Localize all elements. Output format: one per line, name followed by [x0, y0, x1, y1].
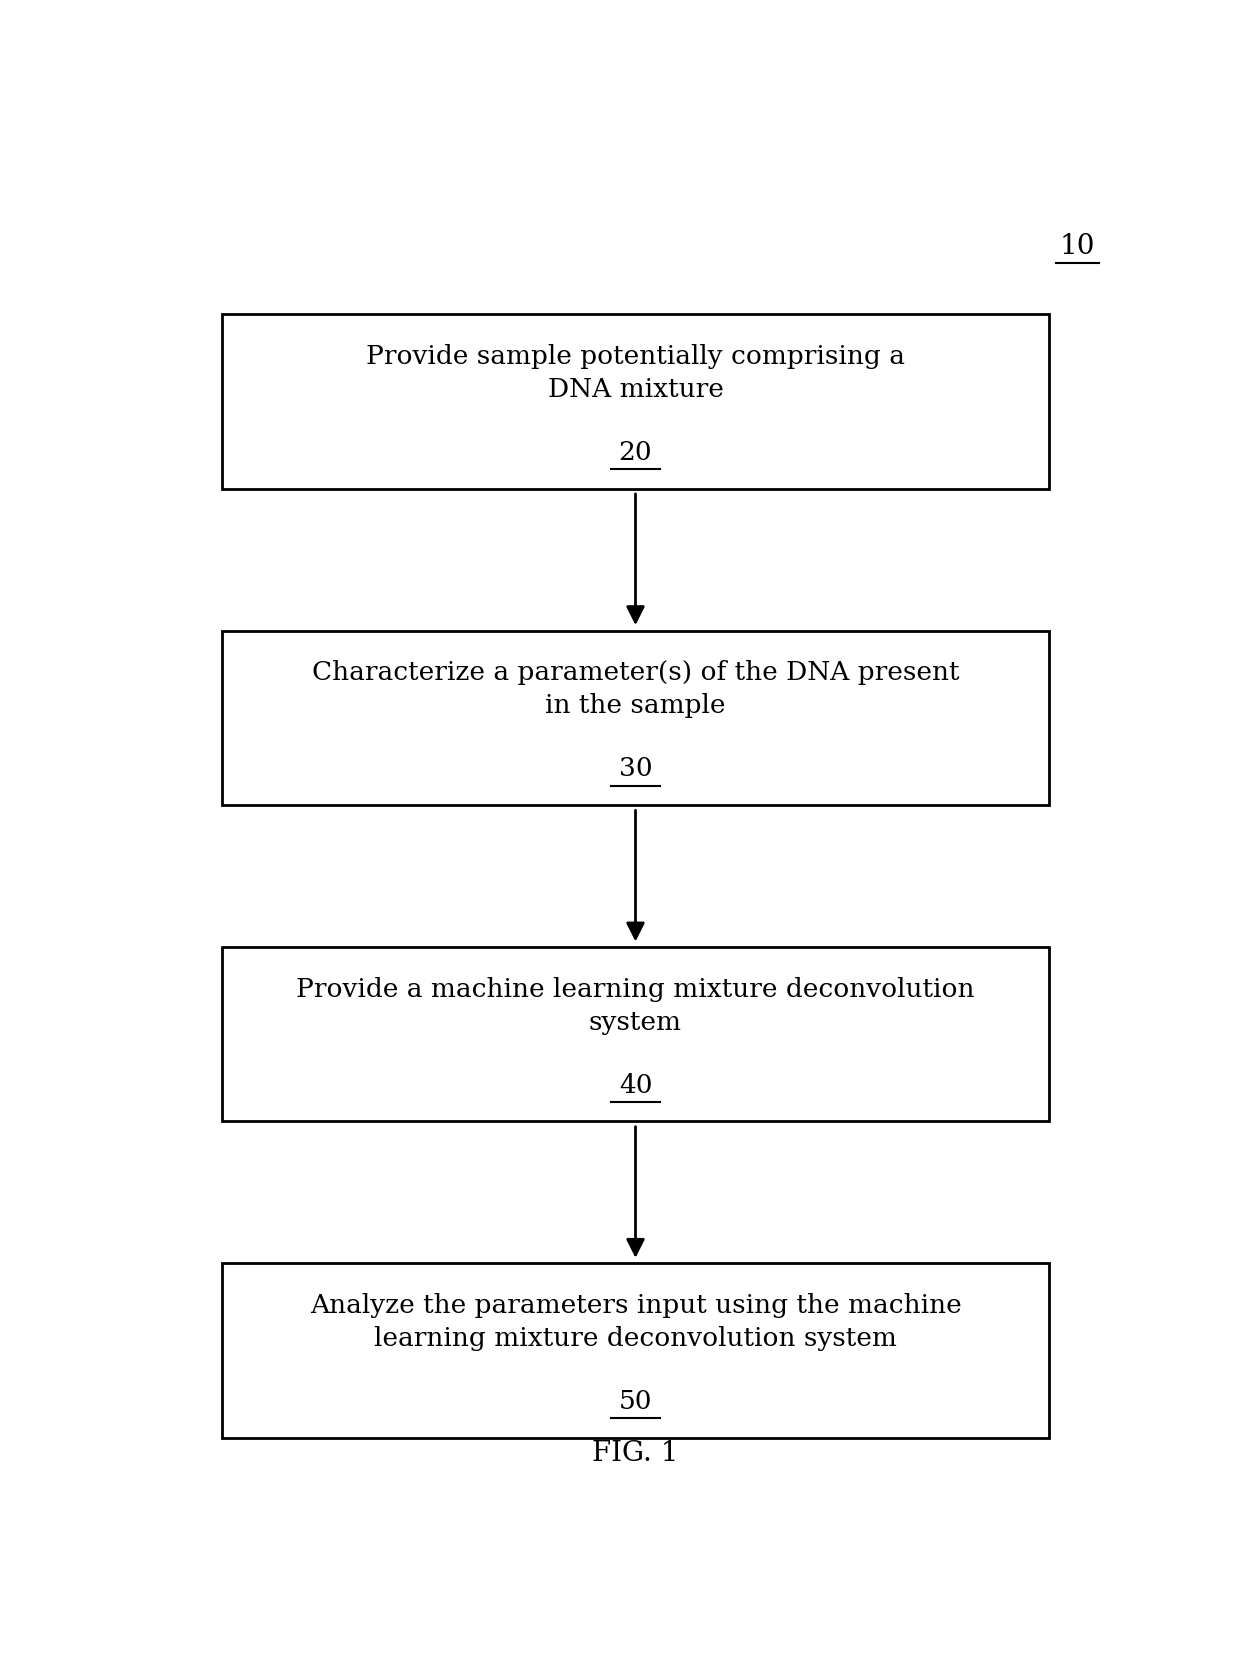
Bar	[222, 631, 1049, 805]
Text: FIG. 1: FIG. 1	[593, 1441, 678, 1467]
Text: 20: 20	[619, 439, 652, 465]
Bar	[222, 948, 1049, 1122]
Text: 40: 40	[619, 1073, 652, 1098]
Text: Characterize a parameter(s) of the DNA present
in the sample: Characterize a parameter(s) of the DNA p…	[311, 661, 960, 718]
Bar	[222, 314, 1049, 488]
Text: Provide a machine learning mixture deconvolution
system: Provide a machine learning mixture decon…	[296, 976, 975, 1035]
Text: 10: 10	[1060, 233, 1095, 260]
Text: Analyze the parameters input using the machine
learning mixture deconvolution sy: Analyze the parameters input using the m…	[310, 1293, 961, 1352]
Text: 30: 30	[619, 756, 652, 781]
Text: Provide sample potentially comprising a
DNA mixture: Provide sample potentially comprising a …	[366, 344, 905, 402]
Text: 50: 50	[619, 1389, 652, 1414]
Bar	[222, 1263, 1049, 1437]
